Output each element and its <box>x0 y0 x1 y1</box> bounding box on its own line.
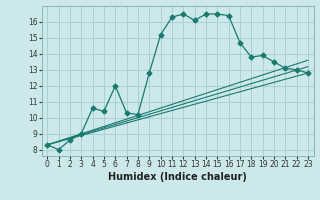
X-axis label: Humidex (Indice chaleur): Humidex (Indice chaleur) <box>108 172 247 182</box>
